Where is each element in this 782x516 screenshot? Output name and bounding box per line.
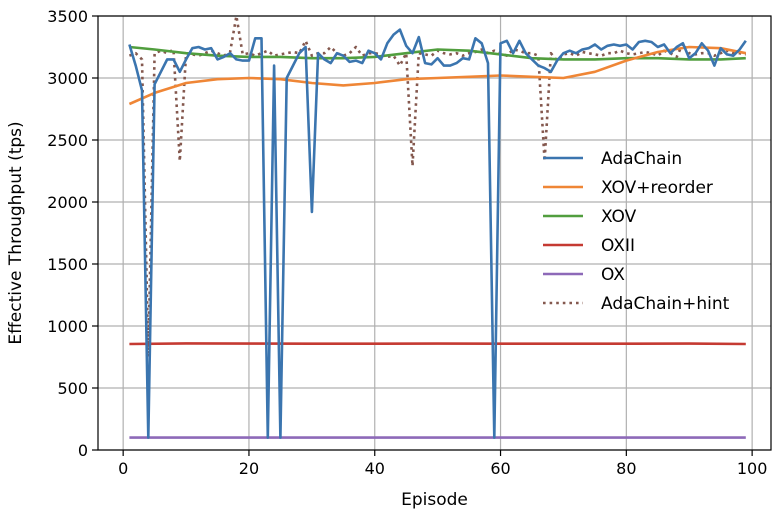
y-tick-label: 0 xyxy=(78,441,88,460)
legend-label-adachain: AdaChain xyxy=(601,149,682,169)
plot-frame xyxy=(97,15,772,451)
x-tick-label: 60 xyxy=(490,459,510,478)
y-tick-label: 1500 xyxy=(47,255,88,274)
x-tick-label: 20 xyxy=(239,459,259,478)
legend: AdaChain XOV+reorder XOV OXII OX AdaChain+hin… xyxy=(543,149,730,314)
y-tick-label: 3000 xyxy=(47,69,88,88)
y-tick-label: 2500 xyxy=(47,131,88,150)
x-tick-label: 80 xyxy=(616,459,636,478)
series-line-adachain xyxy=(128,28,747,439)
legend-label-ox: OX xyxy=(601,265,625,285)
y-tick-label: 1000 xyxy=(47,317,88,336)
y-tick-label: 500 xyxy=(57,379,88,398)
series-line-xov-reorder xyxy=(128,45,747,106)
legend-label-xov-reorder: XOV+reorder xyxy=(601,178,713,198)
legend-label-oxii: OXII xyxy=(601,236,635,256)
legend-label-adachain-hint: AdaChain+hint xyxy=(601,294,730,314)
series-layer xyxy=(128,14,747,439)
x-tick-label: 100 xyxy=(737,459,768,478)
y-axis-label: Effective Throughput (tps) xyxy=(6,121,26,344)
x-axis-label: Episode xyxy=(401,490,468,510)
y-tick-label: 2000 xyxy=(47,193,88,212)
legend-label-xov: XOV xyxy=(601,207,637,227)
series-line-xov xyxy=(129,45,746,61)
x-tick-label: 0 xyxy=(118,459,128,478)
y-tick-label: 3500 xyxy=(47,7,88,26)
series-line-oxii xyxy=(129,342,746,346)
x-tick-label: 40 xyxy=(365,459,385,478)
